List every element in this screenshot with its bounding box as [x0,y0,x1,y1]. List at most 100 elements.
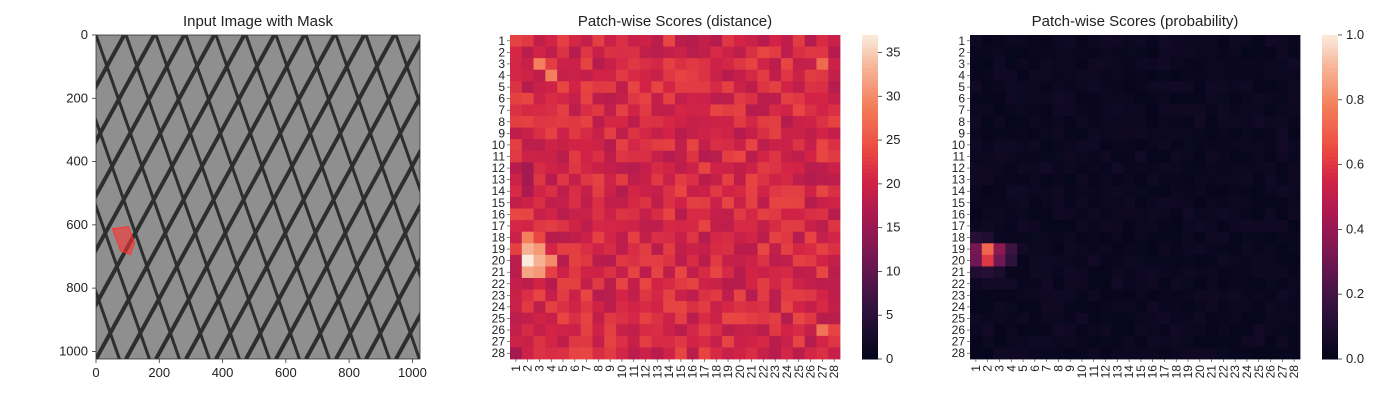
colorbar-segment [1322,310,1338,315]
heatmap-cell [627,116,641,128]
heatmap-cell [1064,335,1077,348]
colorbar-segment [862,152,878,157]
heatmap-cell [733,301,747,314]
heatmap-cell [745,197,758,209]
heatmap-cell [1017,104,1030,117]
heatmap-cell [545,92,558,105]
heatmap-cell [1252,69,1266,82]
colorbar-segment [1322,160,1338,166]
heatmap-cell [592,243,605,256]
heatmap-cell [545,81,558,94]
heatmap-cell [1276,324,1289,337]
heatmap-cell [981,173,994,186]
heatmap-cell [533,116,546,128]
colorbar-segment [1322,342,1338,348]
colorbar-segment [862,120,878,125]
colorbar-segment [1322,107,1338,113]
y-tick-label: 8 [958,115,965,129]
x-tick-label: 21 [1205,365,1219,379]
x-tick-label: 25 [792,365,806,379]
heatmap-cell [1111,197,1124,209]
heatmap-cell [1193,254,1207,267]
heatmap-cell [604,92,617,105]
y-tick-label: 3 [958,57,965,71]
heatmap-cell [804,220,817,233]
heatmap-cell [1040,162,1053,175]
heatmap-cell [686,208,699,221]
heatmap-cell [1040,185,1053,198]
heatmap-cell [1087,127,1101,140]
heatmap-cell [1288,301,1301,314]
heatmap-cell [1217,324,1230,337]
heatmap-cell [604,127,617,140]
heatmap-cell [663,324,676,337]
heatmap-cell [580,127,593,140]
heatmap-cell [710,243,723,256]
heatmap-cell [663,220,676,233]
heatmap-cell [1076,254,1089,267]
heatmap-cell [745,185,758,198]
heatmap-cell [816,185,829,198]
heatmap-cell [1170,335,1183,348]
heatmap-cell [616,266,629,279]
heatmap-cell [1111,35,1124,47]
heatmap-cell [533,266,546,279]
heatmap-cell [663,162,676,175]
heatmap-cell [639,46,652,59]
y-tick-label: 600 [66,217,88,232]
heatmap-cell [757,312,770,325]
heatmap-cell [521,35,534,47]
heatmap-cell [816,289,829,302]
heatmap-cell [1158,35,1171,47]
heatmap-cell [1229,312,1242,325]
x-tick-label: 23 [1228,365,1242,379]
heatmap-cell [1170,243,1183,256]
heatmap-cell [1170,69,1183,82]
heatmap-cell [970,301,983,314]
heatmap-cell [1158,254,1171,267]
heatmap-cell [1182,185,1195,198]
heatmap-cell [663,266,676,279]
heatmap-cell [521,231,534,244]
heatmap-cell [686,116,699,128]
heatmap-cell [828,127,841,140]
heatmap-cell [651,243,664,256]
heatmap-cell [698,185,711,198]
heatmap-cell [1040,312,1053,325]
mesh-line [304,35,420,359]
heatmap-cell [1205,208,1218,221]
heatmap-cell [710,312,723,325]
heatmap-cell [1040,289,1053,302]
heatmap-cell [533,208,546,221]
heatmap-cell [686,220,699,233]
heatmap-cell [1170,312,1183,325]
heatmap-cell [675,243,688,256]
heatmap-cell [545,58,558,71]
heatmap-cell [816,58,829,71]
heatmap-cell [1252,289,1266,302]
heatmap-cell [1170,127,1183,140]
heatmap-cell [781,266,794,279]
heatmap-cell [1099,35,1112,47]
heatmap-cell [1288,220,1301,233]
heatmap-cell [1193,231,1207,244]
heatmap-cell [686,139,699,152]
heatmap-cell [1076,46,1089,59]
heatmap-cell [816,347,829,360]
heatmap-cell [1111,58,1124,71]
heatmap-cell [1087,69,1101,82]
heatmap-cell [1264,324,1277,337]
heatmap-cell [1252,266,1266,279]
heatmap-cell [1229,185,1242,198]
heatmap-cell [1123,335,1136,348]
heatmap-cell [1028,150,1042,163]
heatmap-cell [1264,185,1277,198]
heatmap-cell [616,162,629,175]
heatmap-cell [722,243,735,256]
heatmap-cell [981,127,994,140]
heatmap-cell [1076,324,1089,337]
heatmap-cell [1146,162,1159,175]
colorbar-segment [1322,217,1338,222]
heatmap-cell [1005,58,1018,71]
heatmap-cell [745,173,758,186]
